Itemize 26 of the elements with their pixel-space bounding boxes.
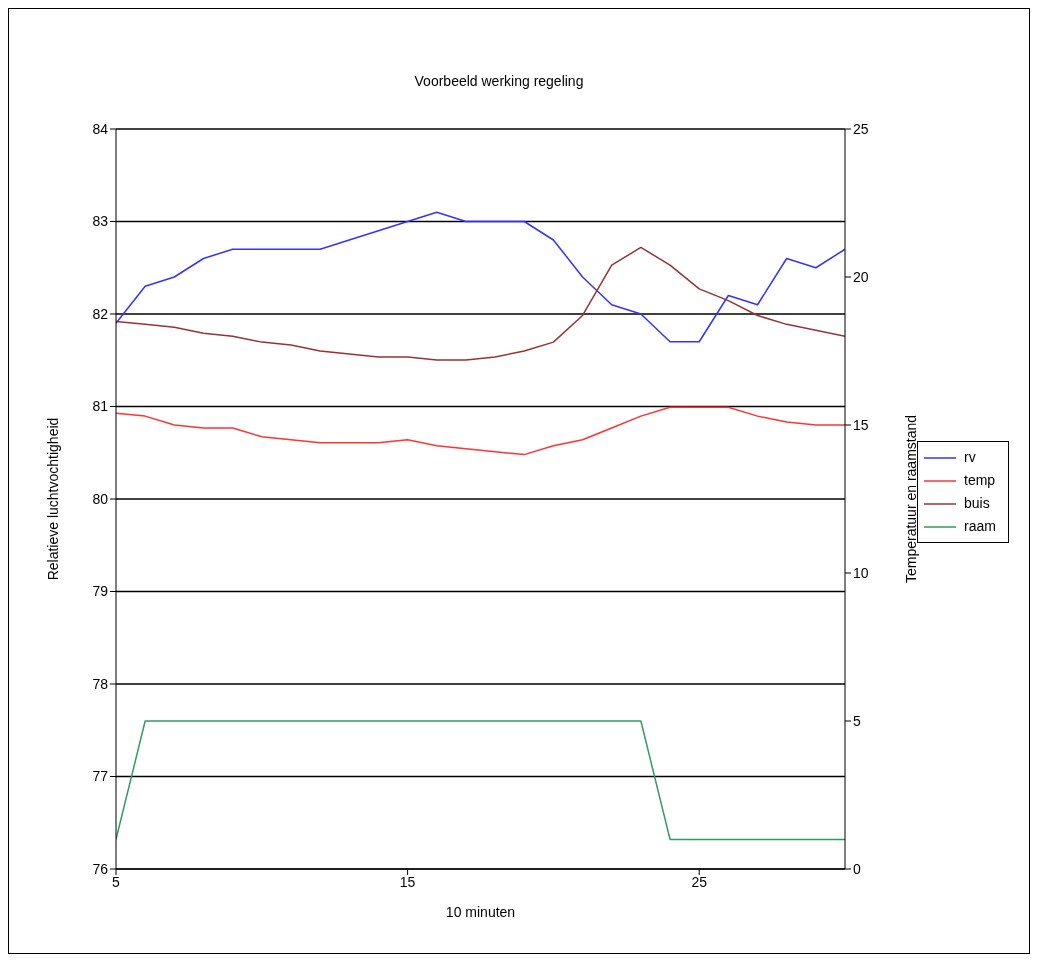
y-tick-label: 82 — [92, 305, 109, 322]
y2-tick-label: 15 — [853, 416, 869, 433]
y-tick-label: 76 — [92, 860, 109, 877]
y2-tick-label: 10 — [853, 564, 869, 581]
legend-label: rv — [964, 448, 976, 467]
y2-tick-label: 25 — [853, 120, 869, 137]
x-tick-label: 5 — [112, 873, 121, 890]
y-tick-label: 79 — [92, 583, 109, 600]
legend-label: temp — [964, 471, 996, 490]
x-tick-label: 15 — [399, 873, 416, 890]
x-axis-title: 10 minuten — [445, 904, 516, 920]
y2-axis-title: Temperatuur en raamstand — [902, 414, 919, 584]
y2-tick-label: 0 — [853, 860, 861, 877]
legend-label: raam — [964, 517, 996, 536]
y2-tick-label: 20 — [853, 268, 869, 285]
y-tick-label: 78 — [92, 675, 109, 692]
y-tick-label: 80 — [92, 490, 109, 507]
chart-title: Voorbeeld werking regeling — [414, 73, 584, 89]
y-tick-label: 77 — [92, 768, 109, 785]
y-tick-label: 83 — [92, 213, 109, 230]
y-tick-label: 81 — [92, 398, 109, 415]
y-tick-label: 84 — [92, 120, 109, 137]
y-axis-title: Relatieve luchtvochtigheid — [44, 417, 61, 581]
y2-tick-label: 5 — [853, 712, 861, 729]
x-tick-label: 25 — [691, 873, 708, 890]
legend-label: buis — [964, 494, 990, 513]
